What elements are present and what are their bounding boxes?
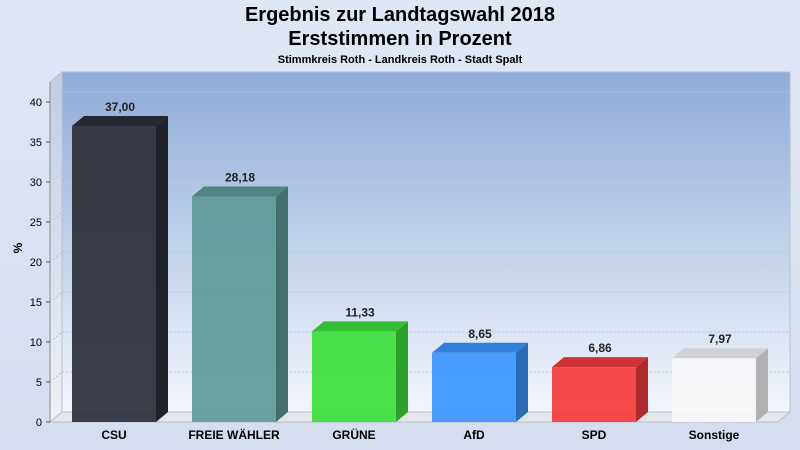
bar-top-face [192,186,288,197]
bar-front-face [672,358,756,422]
bar-top-face [72,116,168,126]
gridline [49,251,790,263]
y-tick-label: 0 [36,417,42,429]
x-tick-label: GRÜNE [332,427,375,442]
gridline [49,211,790,223]
bar-front-face [432,352,516,422]
x-tick-label: SPD [582,428,607,442]
bar-side-face [516,342,528,422]
x-tick-label: FREIE WÄHLER [188,427,280,442]
y-tick-label: 10 [30,337,42,349]
bar-spd [552,357,648,422]
bar-side-face [756,348,768,422]
bar-top-face [672,348,768,359]
bar-freie-wähler [192,186,288,422]
y-axis-label: % [11,242,25,253]
bar-sonstige [672,348,768,422]
x-tick-label: AfD [463,428,485,442]
plot-back-wall [61,71,791,413]
bar-top-face [432,342,528,353]
bar-front-face [552,367,636,422]
x-tick-label: CSU [101,428,126,442]
y-tick-label: 5 [36,377,42,389]
bar-side-face [636,357,648,422]
bar-value-label: 11,33 [345,305,375,319]
bar-value-label: 37,00 [105,100,135,114]
bar-top-face [312,321,408,332]
y-tick-label: 25 [30,217,42,229]
bar-front-face [192,196,276,422]
gridline [49,131,790,143]
bar-top-face [552,357,648,368]
y-tick-label: 30 [30,177,42,189]
bar-grüne [312,321,408,422]
chart-title-line2: Erststimmen in Prozent [288,28,512,50]
bar-side-face [156,116,168,422]
gridline [49,171,790,183]
chart-title: Ergebnis zur Landtagswahl 2018 [244,4,556,26]
gridline [49,91,790,103]
bar-value-label: 7,97 [708,332,732,346]
y-tick-label: 20 [30,257,42,269]
bar-side-face [396,321,408,422]
gridline [49,291,790,303]
y-tick-label: 15 [30,297,42,309]
bar-value-label: 6,86 [588,341,612,355]
bar-csu [72,116,168,422]
bar-side-face [276,186,288,422]
bar-front-face [72,126,156,422]
y-tick-label: 35 [30,137,42,149]
y-tick-label: 40 [30,97,42,109]
bar-value-label: 8,65 [468,327,492,341]
bar-value-label: 28,18 [225,171,255,185]
x-tick-label: Sonstige [689,428,740,442]
gridline [49,331,790,343]
gridline [49,371,790,383]
plot-side-wall [49,70,63,424]
bar-front-face [312,331,396,422]
bar-afd [432,342,528,422]
chart-subtitle: Stimmkreis Roth - Landkreis Roth - Stadt… [277,54,523,66]
